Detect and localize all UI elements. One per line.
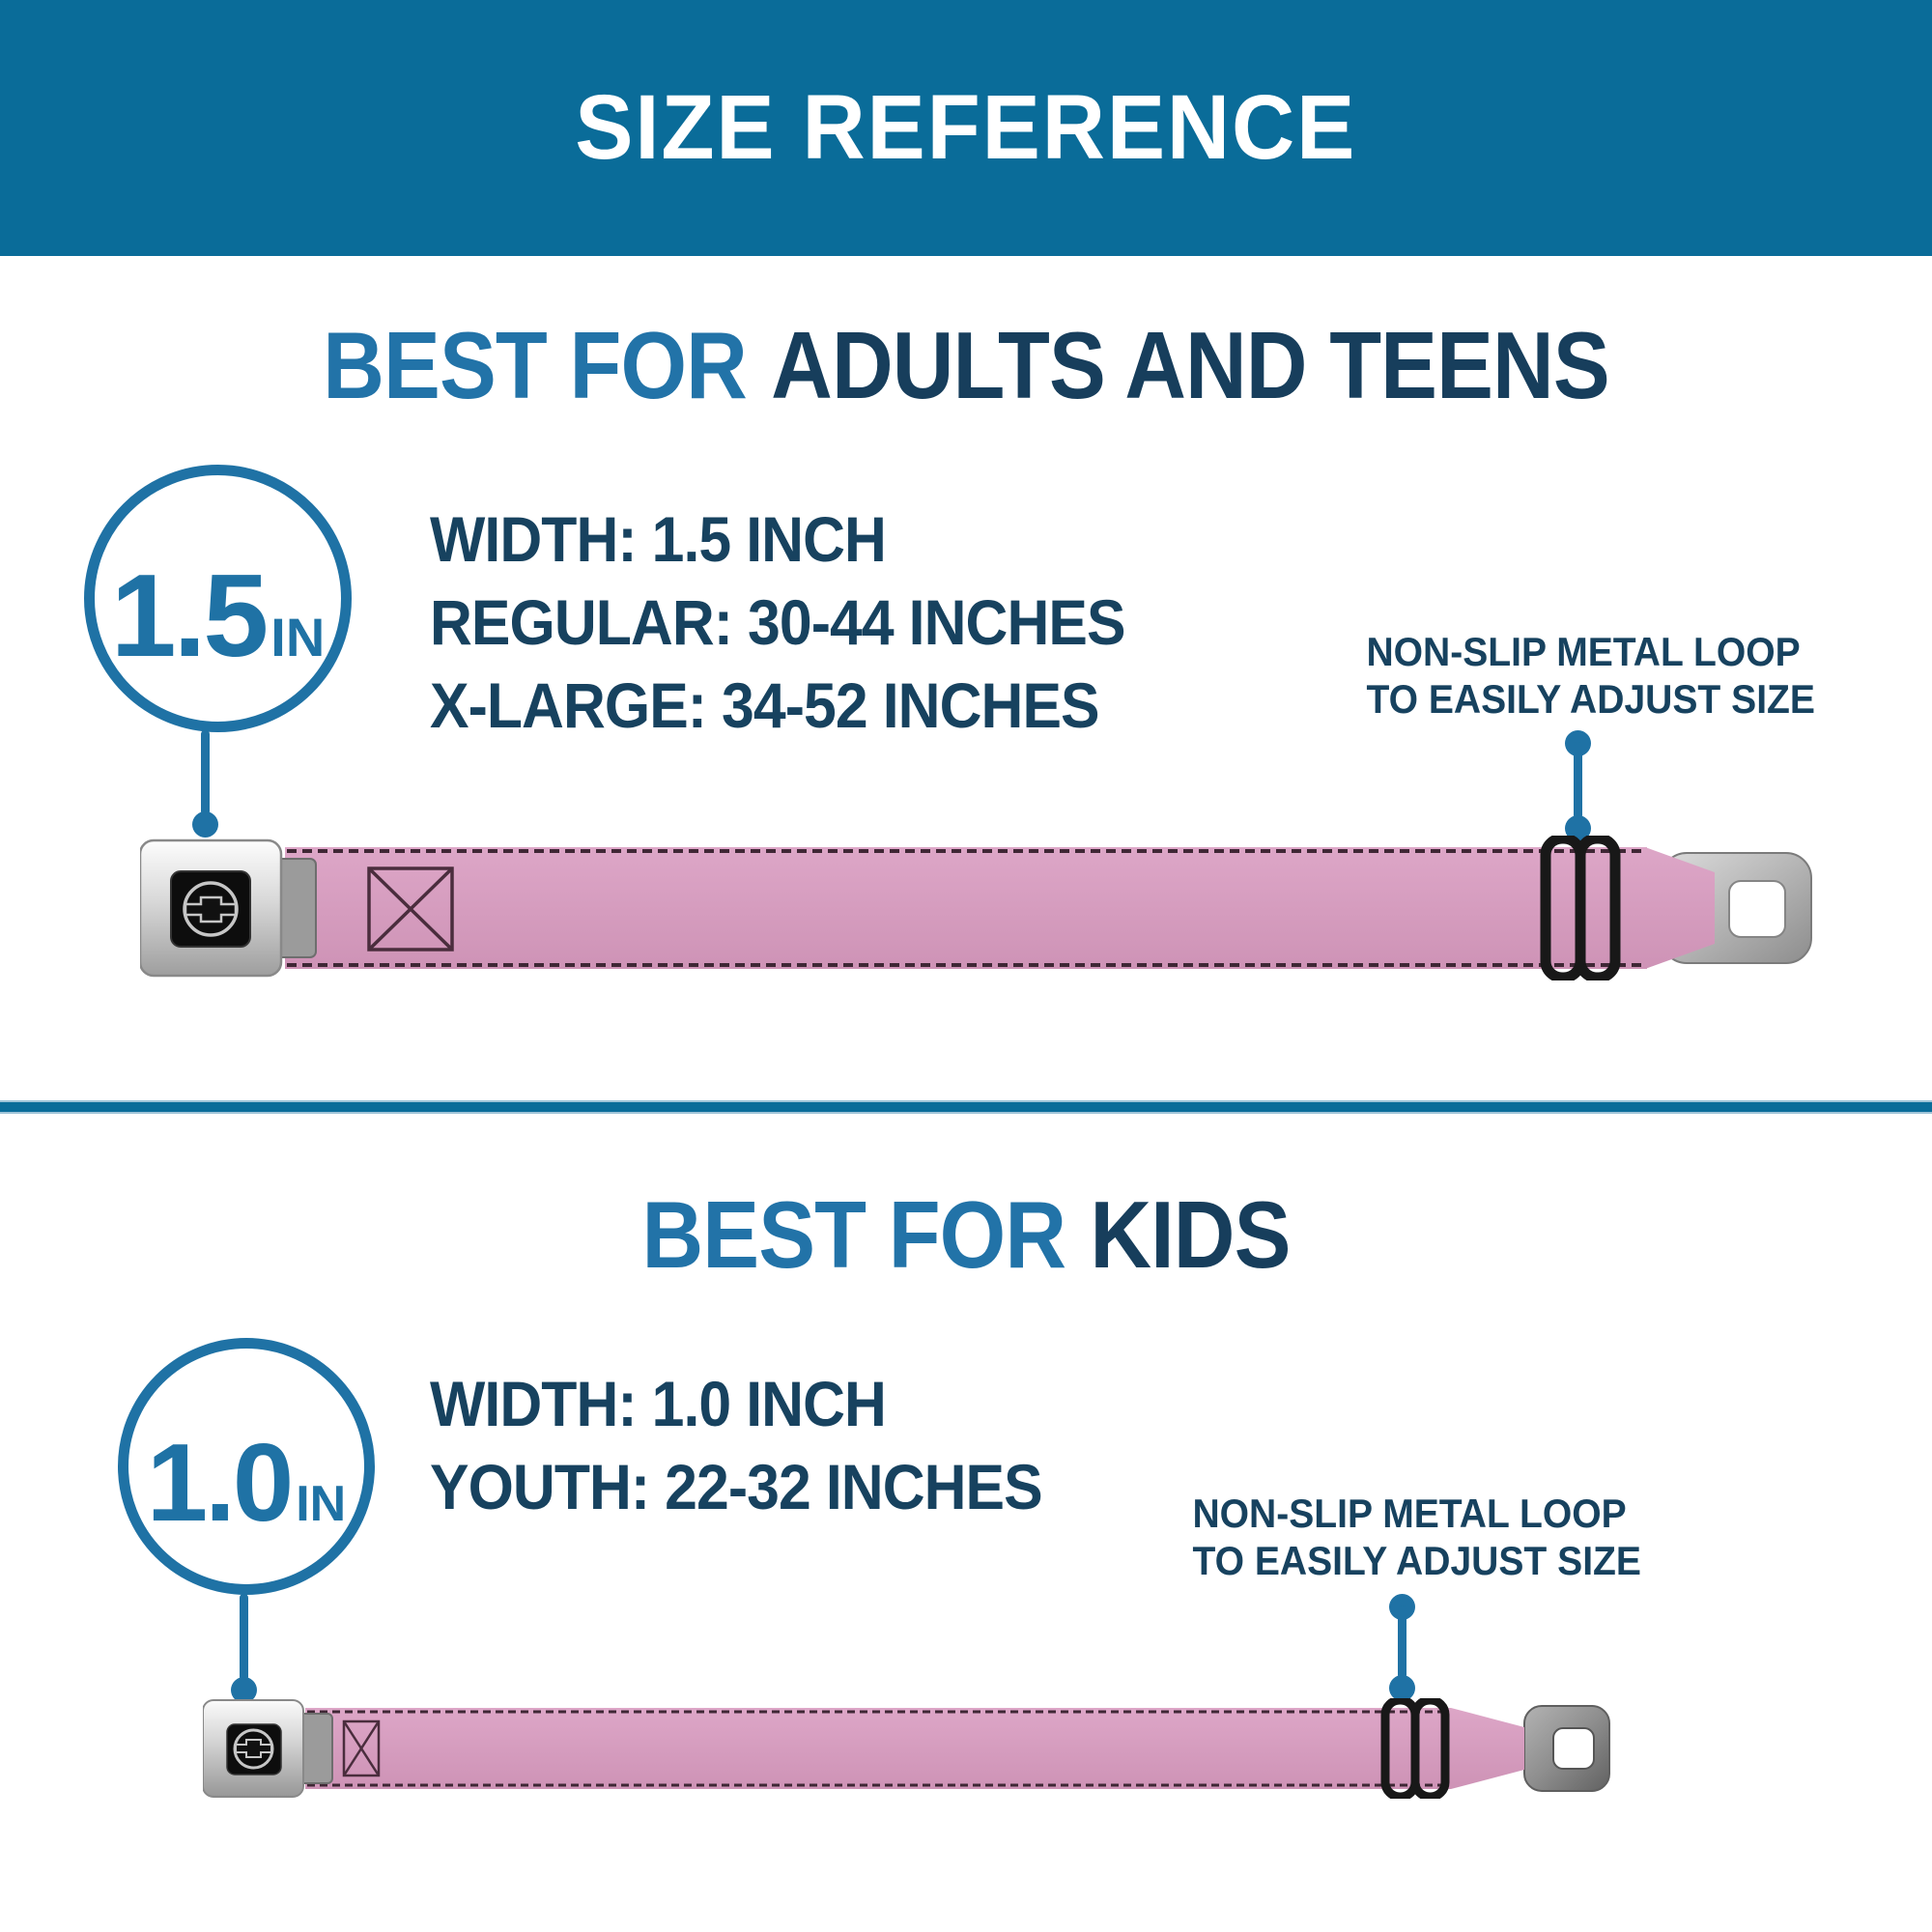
adjuster-metal-loop <box>1380 1698 1450 1799</box>
spec-line: YOUTH: 22-32 INCHES <box>430 1451 1043 1522</box>
badge-value: 1.5 <box>110 550 270 681</box>
section-heading-adults-teens: BEST FOR ADULTS AND TEENS <box>97 311 1835 420</box>
tip-slot-hole <box>1552 1727 1595 1770</box>
banner-title: SIZE REFERENCE <box>575 76 1357 179</box>
width-badge-1-0in: 1.0 IN <box>118 1338 375 1595</box>
specs-kids: WIDTH: 1.0 INCH YOUTH: 22-32 INCHES <box>430 1362 1043 1528</box>
tip-slot-hole <box>1728 880 1786 938</box>
section-heading-kids: BEST FOR KIDS <box>97 1180 1835 1290</box>
spec-line: WIDTH: 1.5 INCH <box>430 503 887 575</box>
badge-unit: IN <box>270 607 326 668</box>
callout-pointer-line <box>1389 1594 1415 1701</box>
callout-pointer-line <box>1565 730 1591 841</box>
seatbelt-belt-adult <box>140 836 1812 980</box>
badge-value: 1.0 <box>146 1422 294 1545</box>
callout-line: NON-SLIP METAL LOOP <box>1366 629 1801 674</box>
heading-adults-teens: ADULTS AND TEENS <box>771 312 1609 418</box>
banner: SIZE REFERENCE <box>0 0 1932 256</box>
chevrolet-bowtie-icon <box>235 1739 272 1758</box>
adjuster-metal-loop <box>1540 836 1621 980</box>
callout-line: TO EASILY ADJUST SIZE <box>1192 1538 1641 1583</box>
badge-unit: IN <box>296 1476 347 1532</box>
belt-strap <box>285 847 1715 969</box>
callout-metal-loop-adults: NON-SLIP METAL LOOP TO EASILY ADJUST SIZ… <box>1366 628 1815 723</box>
box-x-stitch <box>367 867 454 952</box>
callout-line: TO EASILY ADJUST SIZE <box>1366 676 1815 722</box>
callout-metal-loop-kids: NON-SLIP METAL LOOP TO EASILY ADJUST SIZ… <box>1192 1490 1641 1584</box>
width-badge-1-5in: 1.5 IN <box>84 465 352 732</box>
specs-adults-teens: WIDTH: 1.5 INCH REGULAR: 30-44 INCHES X-… <box>430 497 1126 747</box>
belt-strap <box>305 1708 1524 1789</box>
seatbelt-buckle <box>203 1699 333 1798</box>
chevrolet-bowtie-icon <box>184 895 238 923</box>
heading-best-for: BEST FOR <box>323 312 748 418</box>
box-x-stitch <box>342 1719 381 1777</box>
heading-best-for: BEST FOR <box>641 1181 1066 1288</box>
badge-pointer-line <box>231 1594 257 1703</box>
spec-line: REGULAR: 30-44 INCHES <box>430 586 1126 658</box>
section-divider <box>0 1100 1932 1114</box>
callout-line: NON-SLIP METAL LOOP <box>1192 1491 1627 1536</box>
spec-line: X-LARGE: 34-52 INCHES <box>430 669 1100 741</box>
badge-pointer-line <box>192 730 218 838</box>
seatbelt-belt-kids <box>203 1698 1610 1799</box>
seatbelt-buckle <box>140 838 317 978</box>
heading-kids: KIDS <box>1090 1181 1291 1288</box>
spec-line: WIDTH: 1.0 INCH <box>430 1368 887 1439</box>
